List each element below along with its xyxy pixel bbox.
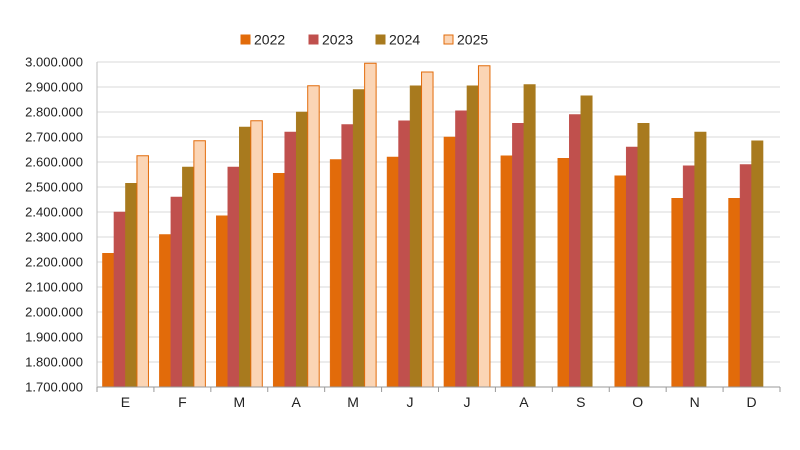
x-tick-label: M [347,394,359,410]
bar-2024-4 [352,89,365,388]
legend-label-2023: 2023 [322,32,353,48]
bar-2024-10 [694,131,707,388]
y-tick-label: 2.700.000 [25,130,83,145]
bar-2025-4 [364,62,377,388]
bar-2024-9 [637,123,650,388]
y-tick-label: 1.900.000 [25,330,83,345]
legend-swatch-2024 [375,34,386,45]
bar-2025-1 [193,140,206,388]
x-tick-label: O [632,394,643,410]
bar-2024-5 [409,85,422,388]
bar-2023-11 [739,164,752,388]
bar-2023-6 [455,110,468,388]
bar-2023-3 [284,131,297,388]
x-tick-label: S [576,394,585,410]
y-tick-label: 2.200.000 [25,255,83,270]
x-tick-label: J [463,394,470,410]
bar-2022-11 [728,198,741,388]
y-axis: 1.700.000 1.800.000 1.900.000 2.000.000 2.10… [25,55,83,395]
bar-2023-8 [569,114,582,388]
legend-swatch-2022 [240,34,251,45]
bar-2025-3 [307,85,320,388]
bar-2022-8 [557,158,570,388]
bar-2024-8 [580,95,593,388]
legend: 2022 2023 2024 2025 [240,32,488,48]
y-tick-label: 2.900.000 [25,80,83,95]
bar-2025-0 [136,155,149,388]
y-tick-label: 2.500.000 [25,180,83,195]
legend-label-2025: 2025 [457,32,488,48]
y-tick-label: 2.600.000 [25,155,83,170]
bar-2024-7 [523,84,536,388]
x-tick-label: E [121,394,130,410]
bar-2024-11 [751,140,764,388]
legend-label-2024: 2024 [389,32,420,48]
y-tick-label: 2.800.000 [25,105,83,120]
bar-2023-0 [113,211,126,388]
x-tick-label: J [407,394,414,410]
bar-2023-10 [682,165,695,388]
bar-2024-2 [239,126,252,388]
bar-2023-5 [398,120,411,388]
y-tick-label: 1.700.000 [25,380,83,395]
bar-2022-7 [500,155,513,388]
bar-2024-0 [125,183,138,388]
y-tick-label: 1.800.000 [25,355,83,370]
x-tick-label: A [519,394,529,410]
bar-2022-0 [102,253,115,388]
legend-label-2022: 2022 [254,32,285,48]
x-tick-label: F [178,394,187,410]
bar-2024-3 [295,111,308,388]
bar-2022-5 [386,156,399,388]
bar-2022-10 [671,198,684,388]
bar-2024-6 [466,85,479,388]
bar-2022-1 [159,234,172,388]
bar-2024-1 [182,166,195,388]
x-tick-label: D [746,394,756,410]
bar-2025-6 [477,65,491,388]
gridlines [97,61,780,363]
x-tick-label: M [233,394,245,410]
x-tick-label: A [292,394,302,410]
bar-2022-2 [216,215,229,388]
x-tick-label: N [690,394,700,410]
x-axis [96,62,781,392]
bar-2022-3 [272,173,285,388]
bar-2023-2 [227,166,240,388]
legend-swatch-2023 [308,34,319,45]
bar-2022-4 [329,159,342,388]
y-tick-label: 2.300.000 [25,230,83,245]
y-tick-label: 3.000.000 [25,55,83,70]
bar-2023-7 [512,123,525,388]
bar-2025-2 [250,120,263,388]
bar-2022-9 [614,175,627,388]
bar-2023-1 [170,196,183,388]
legend-swatch-2025 [443,34,454,45]
bar-2022-6 [443,136,456,388]
y-tick-label: 2.100.000 [25,280,83,295]
y-tick-label: 2.000.000 [25,305,83,320]
bar-2023-4 [341,124,354,388]
bar-2025-5 [421,71,434,388]
y-tick-label: 2.400.000 [25,205,83,220]
bar-2023-9 [625,146,638,388]
